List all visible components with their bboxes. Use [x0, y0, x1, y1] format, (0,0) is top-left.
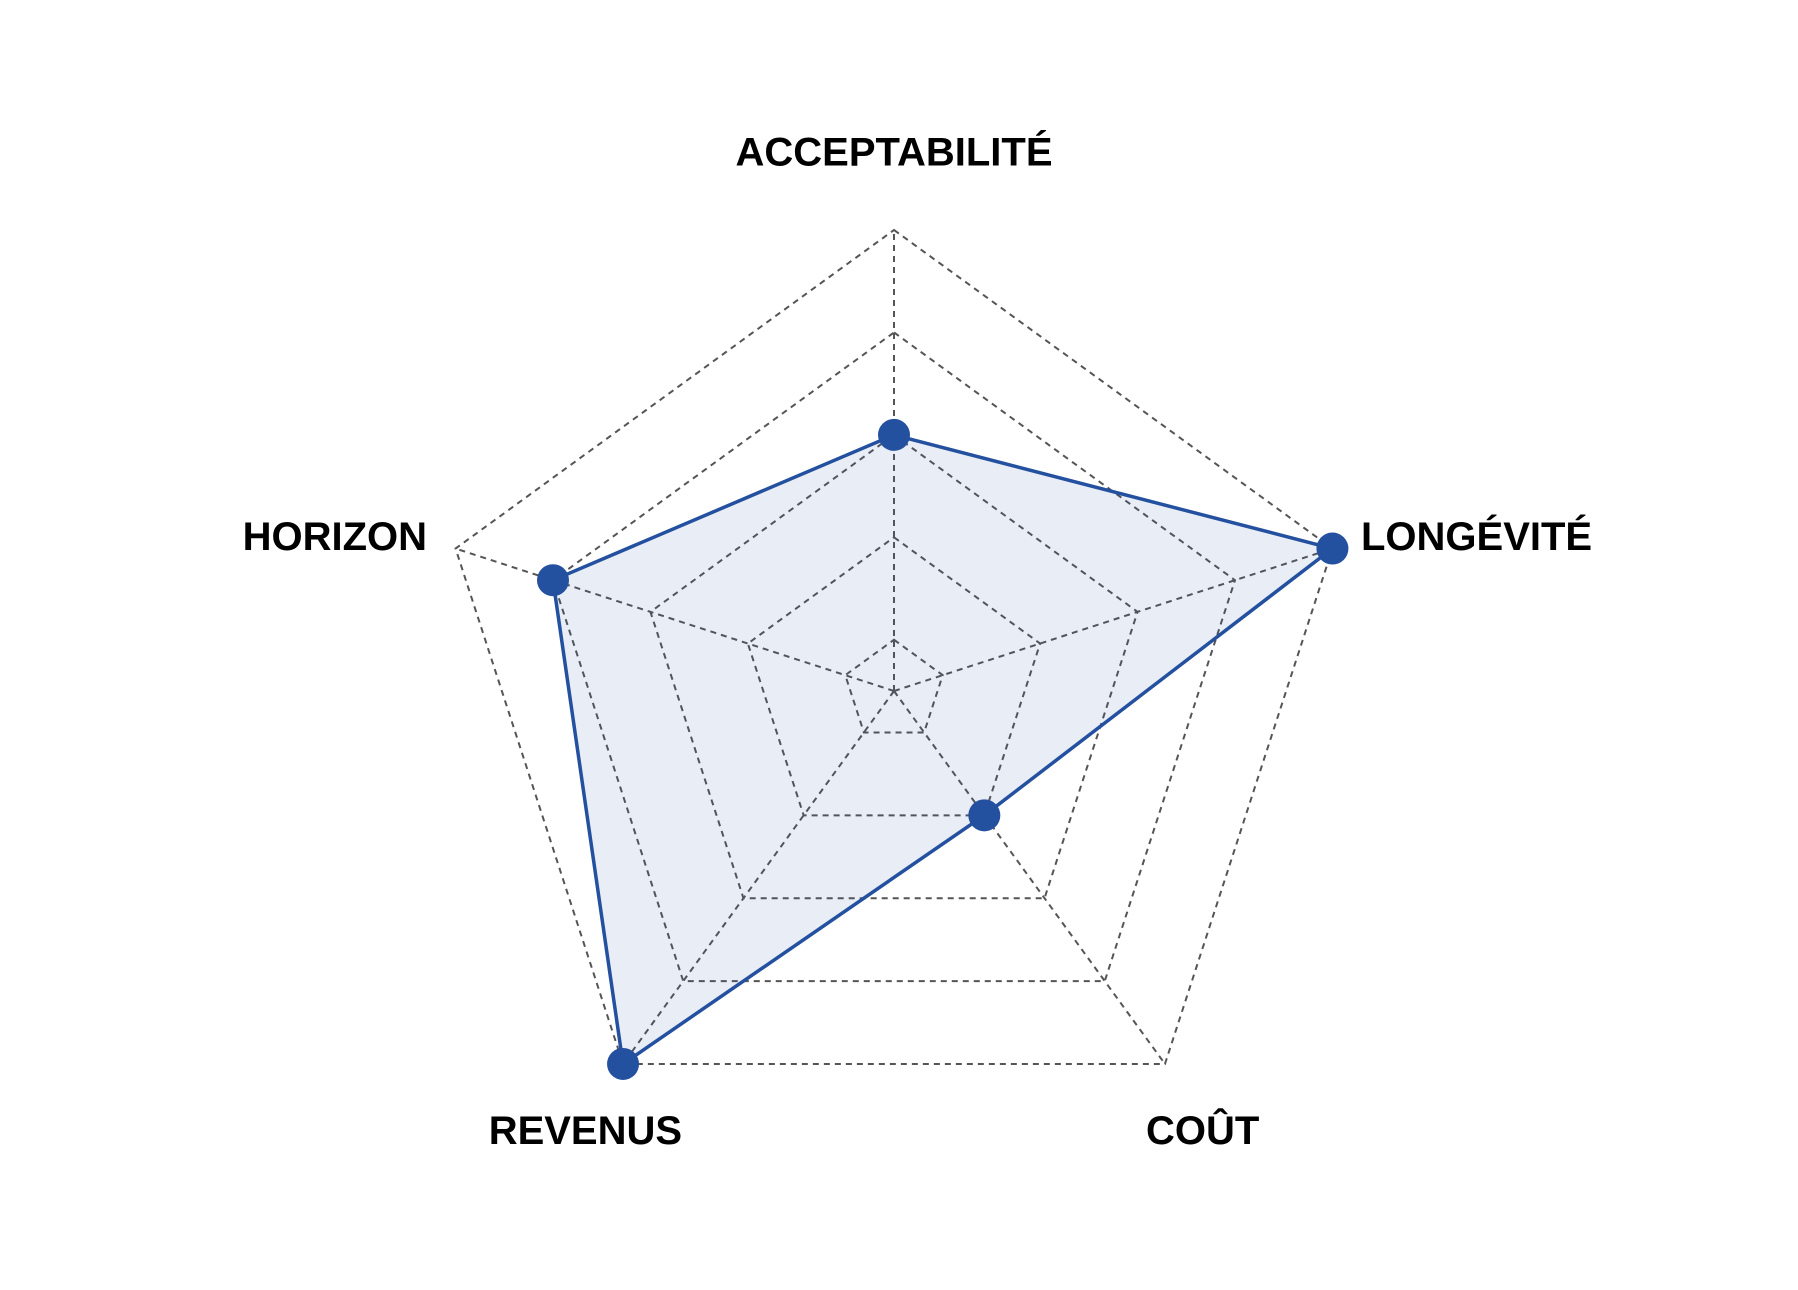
data-point	[536, 564, 569, 597]
data-point	[968, 799, 1001, 832]
data-area	[551, 433, 1335, 1066]
grid-ring	[746, 536, 1042, 817]
axis-label: REVENUS	[489, 1109, 682, 1153]
axis-label: HORIZON	[243, 515, 427, 559]
axis-label: ACCEPTABILITÉ	[735, 130, 1052, 175]
axis-label: COÛT	[1146, 1107, 1259, 1153]
data-point	[878, 418, 910, 451]
grid-ring	[454, 228, 1334, 1065]
data-point	[1316, 532, 1349, 565]
grid-ring	[649, 433, 1139, 900]
axis-label: LONGÉVITÉ	[1361, 514, 1592, 559]
data-point	[607, 1047, 640, 1080]
